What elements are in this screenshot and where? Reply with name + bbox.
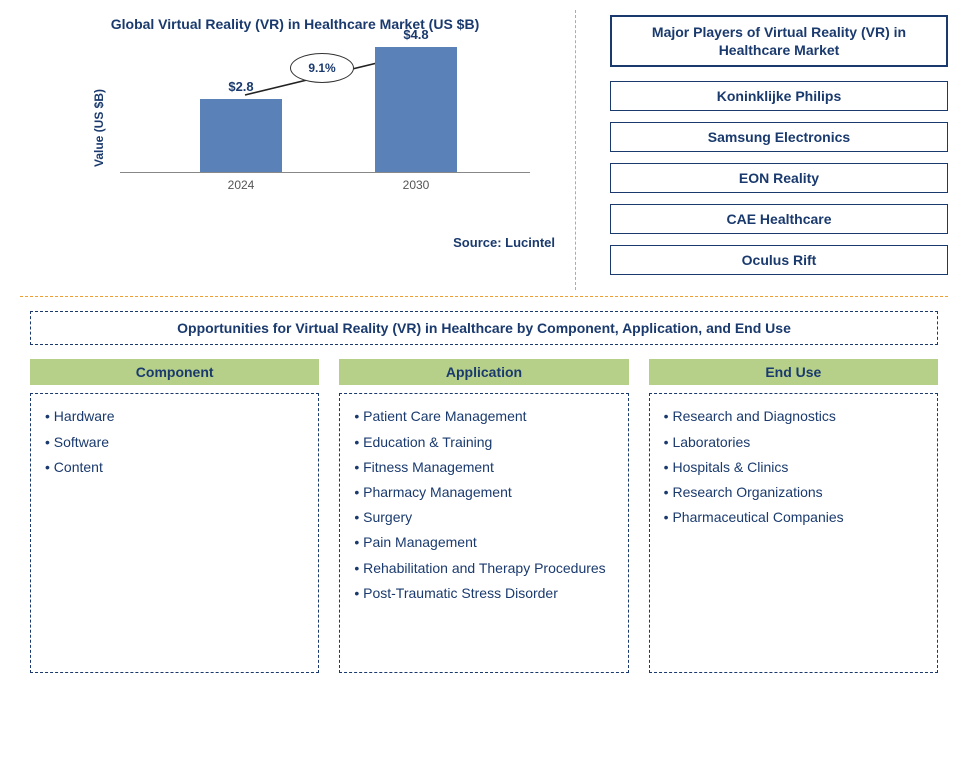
players-list: Koninklijke Philips Samsung Electronics EO… — [610, 81, 948, 275]
players-panel: Major Players of Virtual Reality (VR) in… — [570, 15, 948, 286]
list-item: Pharmacy Management — [352, 480, 615, 505]
list-item: Pharmaceutical Companies — [662, 505, 925, 530]
bar-value-label: $4.8 — [375, 27, 457, 42]
chart-bar: $4.8 — [375, 47, 457, 172]
list-item: Research and Diagnostics — [662, 404, 925, 429]
list-item: Surgery — [352, 505, 615, 530]
chart-title: Global Virtual Reality (VR) in Healthcar… — [20, 15, 570, 33]
list-item: Fitness Management — [352, 455, 615, 480]
list-item: Education & Training — [352, 430, 615, 455]
list-item: Hospitals & Clinics — [662, 455, 925, 480]
list-item: Laboratories — [662, 430, 925, 455]
vertical-divider — [575, 10, 576, 290]
top-section: Global Virtual Reality (VR) in Healthcar… — [0, 0, 968, 294]
list-item: Rehabilitation and Therapy Procedures — [352, 556, 615, 581]
opportunity-column: Component HardwareSoftwareContent — [30, 359, 319, 673]
chart-area: Value (US $B) 9.1% $2.82024$4.82030 — [120, 43, 530, 213]
chart-plot: 9.1% $2.82024$4.82030 — [120, 43, 530, 173]
source-label: Source: Lucintel — [20, 235, 570, 250]
growth-rate-label: 9.1% — [308, 61, 335, 75]
player-item: Koninklijke Philips — [610, 81, 948, 111]
chart-bar: $2.8 — [200, 99, 282, 172]
column-header: Application — [339, 359, 628, 385]
players-title: Major Players of Virtual Reality (VR) in… — [610, 15, 948, 67]
column-body: Patient Care ManagementEducation & Train… — [339, 393, 628, 673]
list-item: Patient Care Management — [352, 404, 615, 429]
list-item: Post-Traumatic Stress Disorder — [352, 581, 615, 606]
opportunity-column: Application Patient Care ManagementEducat… — [339, 359, 628, 673]
growth-rate-callout: 9.1% — [290, 53, 354, 83]
column-header: Component — [30, 359, 319, 385]
player-item: Oculus Rift — [610, 245, 948, 275]
chart-xtick: 2024 — [200, 178, 282, 192]
bar-value-label: $2.8 — [200, 79, 282, 94]
column-body: HardwareSoftwareContent — [30, 393, 319, 673]
opportunity-column: End Use Research and DiagnosticsLaborator… — [649, 359, 938, 673]
horizontal-divider — [20, 296, 948, 297]
column-body: Research and DiagnosticsLaboratoriesHosp… — [649, 393, 938, 673]
chart-panel: Global Virtual Reality (VR) in Healthcar… — [20, 15, 570, 286]
chart-xtick: 2030 — [375, 178, 457, 192]
list-item: Pain Management — [352, 530, 615, 555]
list-item: Research Organizations — [662, 480, 925, 505]
opportunities-columns: ComponentHardwareSoftwareContentApplicat… — [0, 359, 968, 673]
list-item: Software — [43, 430, 306, 455]
column-header: End Use — [649, 359, 938, 385]
list-item: Hardware — [43, 404, 306, 429]
player-item: EON Reality — [610, 163, 948, 193]
player-item: Samsung Electronics — [610, 122, 948, 152]
list-item: Content — [43, 455, 306, 480]
chart-ylabel: Value (US $B) — [92, 89, 106, 167]
player-item: CAE Healthcare — [610, 204, 948, 234]
opportunities-title: Opportunities for Virtual Reality (VR) i… — [30, 311, 938, 345]
